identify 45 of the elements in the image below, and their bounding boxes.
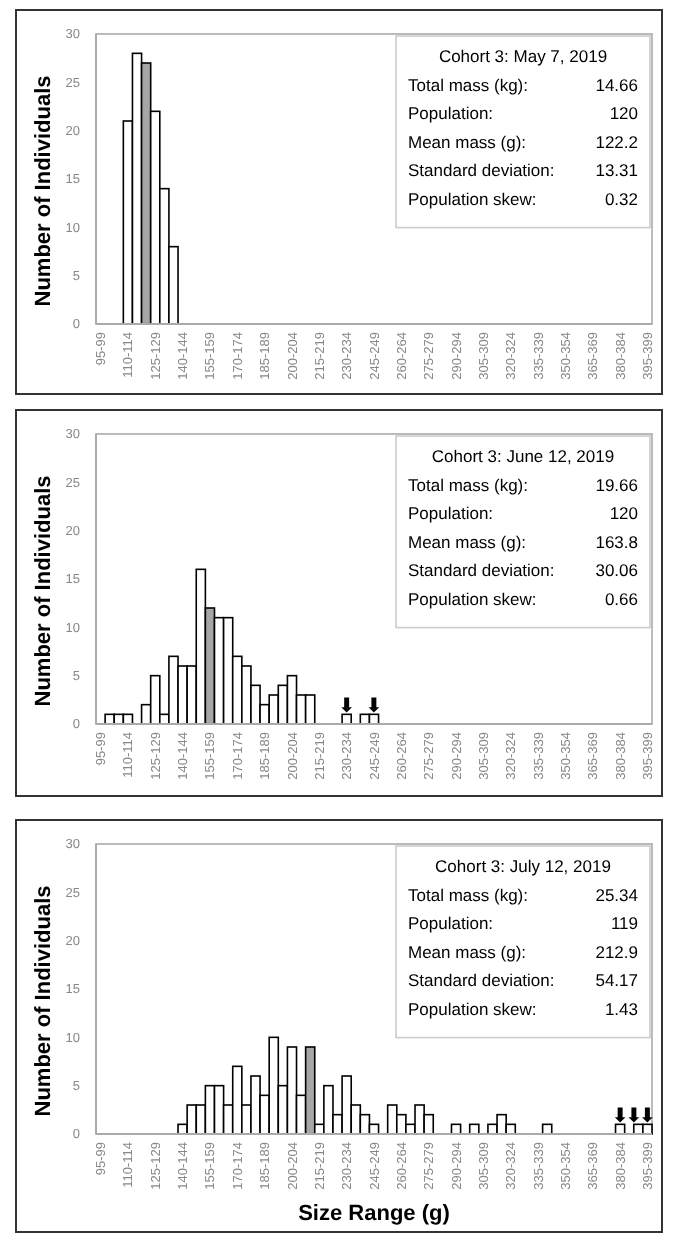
annotation: 30.06: [595, 560, 639, 581]
annotation: ⬇: [611, 1106, 629, 1129]
annotation: 163.8: [595, 531, 639, 552]
annotation: 122.2: [595, 131, 639, 152]
y-axis-title: Number of Individuals: [32, 475, 56, 707]
text: Cohort 3: July 12, 2019: [435, 856, 612, 876]
annotation: ⬇: [365, 696, 383, 719]
annotation: 14.66: [595, 74, 639, 95]
annotation: 120: [609, 503, 639, 524]
y-axis-title: Number of Individuals: [32, 75, 56, 307]
annotation: Population:: [408, 503, 494, 524]
annotation: 54.17: [595, 970, 639, 991]
annotation: Mean mass (g):: [408, 941, 527, 962]
annotation: Total mass (kg):: [408, 74, 528, 95]
text: Cohort 3: May 7, 2019: [438, 46, 608, 66]
annotation: Population:: [408, 103, 494, 124]
annotation: 13.31: [595, 160, 639, 181]
annotation: Population:: [408, 913, 494, 934]
bar: [149, 674, 161, 725]
annotation: Mean mass (g):: [408, 531, 527, 552]
annotation: Total mass (kg):: [408, 474, 528, 495]
annotation: 0.32: [604, 189, 639, 209]
annotation: Standard deviation:: [408, 970, 555, 991]
bar: [304, 694, 316, 725]
text: Cohort 3: June 12, 2019: [431, 446, 615, 466]
annotation: 1.43: [604, 999, 639, 1019]
x-axis-title: Size Range (g): [298, 1202, 451, 1226]
bar: [231, 1065, 243, 1135]
annotation: 0.66: [604, 589, 639, 609]
annotation: ⬇: [338, 696, 356, 719]
annotation: Population skew:: [408, 589, 537, 609]
annotation: 212.9: [595, 941, 639, 962]
annotation: 19.66: [595, 474, 639, 495]
y-axis-title: Number of Individuals: [32, 885, 56, 1117]
annotation: 25.34: [595, 884, 639, 905]
annotation: Total mass (kg):: [408, 884, 528, 905]
annotation: Population skew:: [408, 999, 537, 1019]
annotation: 119: [610, 913, 639, 934]
annotation: Mean mass (g):: [408, 131, 527, 152]
annotation: Standard deviation:: [408, 160, 555, 181]
annotation: ⬇: [625, 1106, 643, 1129]
annotation: ⬇: [639, 1106, 656, 1129]
annotation: Population skew:: [408, 189, 537, 209]
annotation: Standard deviation:: [408, 560, 555, 581]
annotation: 120: [609, 103, 639, 124]
